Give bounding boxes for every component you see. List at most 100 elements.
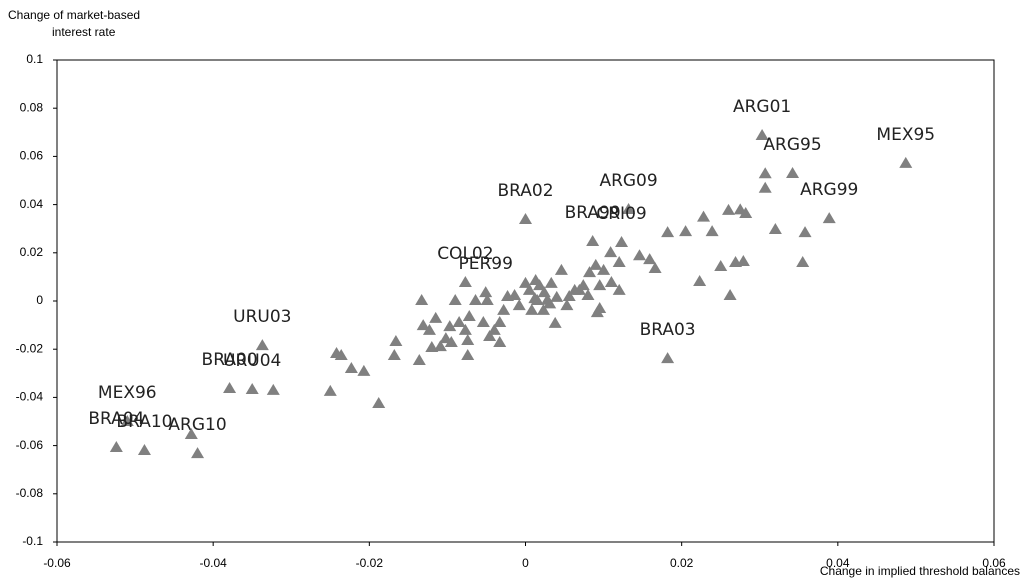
- data-point: [822, 212, 836, 224]
- x-tick-label: -0.02: [356, 556, 384, 570]
- data-point: [357, 364, 371, 376]
- point-label: BRA00: [202, 350, 258, 370]
- data-point: [512, 299, 526, 311]
- y-tick-label: 0.08: [20, 100, 44, 114]
- data-point: [604, 246, 618, 258]
- data-point: [461, 334, 475, 346]
- point-label: MEX95: [876, 125, 935, 145]
- point-label: BRA99: [565, 203, 621, 223]
- data-point: [568, 283, 582, 295]
- data-point: [562, 289, 576, 301]
- data-point: [344, 361, 358, 373]
- point-label: COL02: [437, 244, 493, 264]
- point-label: BRA10: [116, 412, 172, 432]
- data-point: [223, 382, 237, 394]
- data-point: [550, 290, 564, 302]
- plot-frame: [56, 59, 995, 543]
- data-point: [583, 266, 597, 278]
- data-point: [648, 261, 662, 273]
- y-axis-title: Change of market-based: [8, 8, 140, 22]
- x-axis-title: Change in implied threshold balances: [820, 564, 1020, 578]
- data-point: [622, 202, 636, 214]
- data-point: [612, 283, 626, 295]
- data-point: [758, 181, 772, 193]
- data-point: [443, 320, 457, 332]
- point-label: ARG09: [599, 171, 657, 191]
- data-point: [429, 311, 443, 323]
- data-point: [786, 167, 800, 179]
- data-point: [604, 275, 618, 287]
- point-label: BRA03: [640, 320, 696, 340]
- data-point: [540, 293, 554, 305]
- point-label: PER99: [458, 254, 512, 274]
- data-point: [412, 354, 426, 366]
- data-point: [661, 352, 675, 364]
- data-point: [476, 315, 490, 327]
- data-point: [768, 222, 782, 234]
- y-tick-label: -0.06: [16, 438, 44, 452]
- data-point: [480, 294, 494, 306]
- y-tick-label: 0.1: [26, 52, 43, 66]
- y-tick-label: 0.02: [20, 245, 44, 259]
- data-point: [452, 315, 466, 327]
- point-label: CRI09: [596, 204, 646, 224]
- data-point: [493, 315, 507, 327]
- data-point: [458, 323, 472, 335]
- data-point: [722, 203, 736, 215]
- y-tick-label: -0.04: [16, 390, 44, 404]
- point-label: MEX96: [98, 383, 157, 403]
- data-point: [544, 276, 558, 288]
- data-point: [525, 303, 539, 315]
- y-tick-label: -0.1: [22, 534, 43, 548]
- data-point: [729, 255, 743, 267]
- data-point: [422, 323, 436, 335]
- data-point: [693, 274, 707, 286]
- x-tick-label: 0.04: [826, 556, 850, 570]
- data-point: [415, 294, 429, 306]
- data-point: [679, 225, 693, 237]
- data-point: [483, 329, 497, 341]
- data-point: [560, 299, 574, 311]
- data-point: [462, 309, 476, 321]
- data-point: [723, 288, 737, 300]
- data-point: [334, 348, 348, 360]
- data-point: [137, 443, 151, 455]
- data-point: [661, 226, 675, 238]
- data-point: [416, 319, 430, 331]
- point-label: BRA04: [88, 409, 144, 429]
- data-point: [461, 348, 475, 360]
- x-tick-label: -0.04: [199, 556, 227, 570]
- y-tick-label: 0.04: [20, 197, 44, 211]
- data-point: [755, 128, 769, 140]
- data-point: [633, 249, 647, 261]
- data-point: [184, 428, 198, 440]
- data-point: [529, 274, 543, 286]
- data-point: [469, 294, 483, 306]
- point-label: BRA02: [497, 181, 553, 201]
- data-point: [444, 335, 458, 347]
- y-tick-label: -0.08: [16, 486, 44, 500]
- data-point: [389, 335, 403, 347]
- data-point: [705, 225, 719, 237]
- data-point: [519, 213, 532, 225]
- data-point: [387, 348, 401, 360]
- x-tick-label: 0.02: [670, 556, 694, 570]
- data-point: [615, 235, 629, 247]
- data-point: [796, 255, 810, 267]
- y-tick-label: 0: [36, 293, 43, 307]
- data-point: [593, 279, 607, 291]
- data-point: [586, 234, 600, 246]
- data-point: [758, 167, 772, 179]
- data-point: [581, 288, 595, 300]
- data-point: [597, 263, 611, 275]
- data-point: [697, 210, 711, 222]
- point-label: ARG10: [168, 415, 226, 435]
- data-point: [643, 253, 657, 265]
- data-point: [266, 383, 280, 395]
- data-point: [590, 306, 604, 318]
- data-point: [899, 156, 913, 168]
- data-point: [120, 415, 134, 427]
- data-point: [798, 226, 812, 238]
- x-tick-label: 0.06: [982, 556, 1006, 570]
